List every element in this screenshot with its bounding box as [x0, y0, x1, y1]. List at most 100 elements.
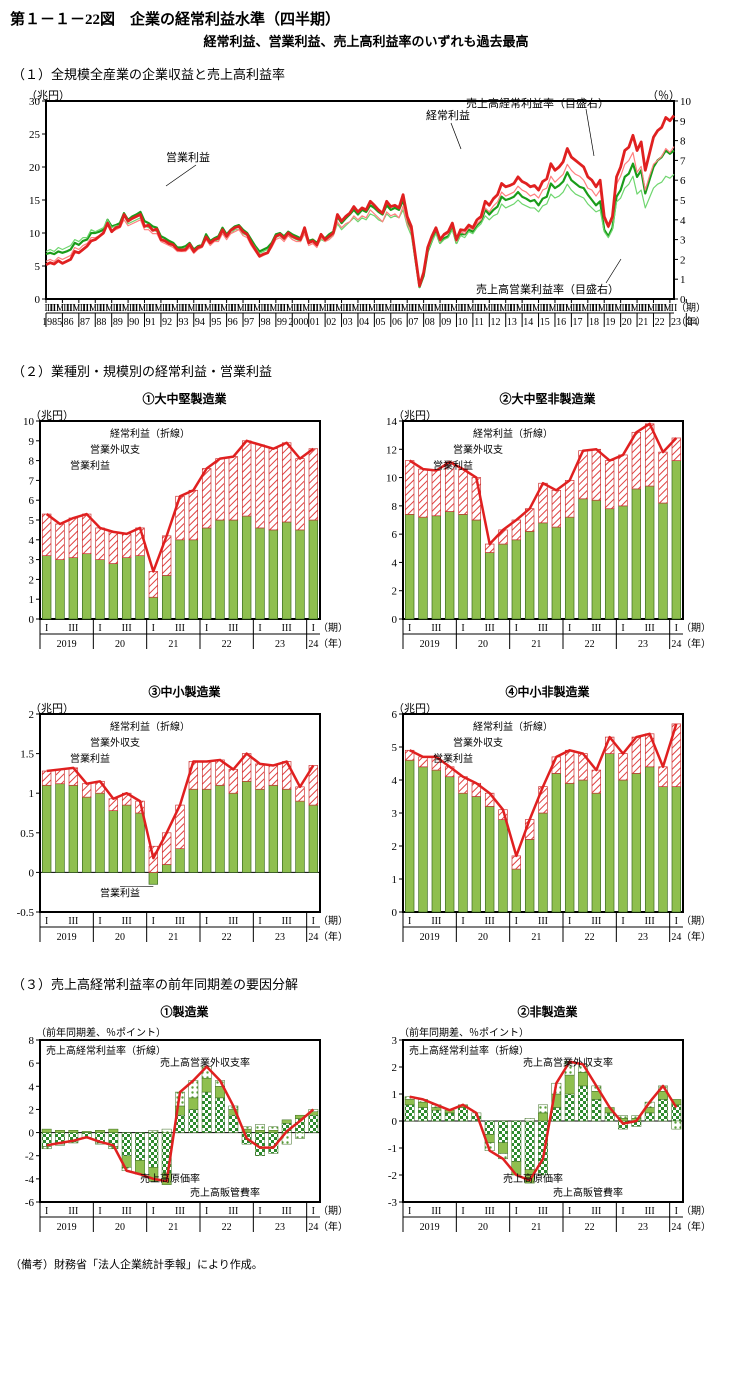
svg-text:20: 20	[29, 162, 41, 174]
svg-text:88: 88	[96, 317, 106, 328]
svg-text:1: 1	[29, 594, 35, 606]
svg-text:III: III	[538, 916, 548, 927]
chart-section1: 051015202530012345678910IIIIIIIV1985IIII…	[10, 87, 722, 347]
svg-text:III: III	[591, 1206, 601, 1217]
svg-text:I: I	[408, 916, 411, 927]
svg-text:III: III	[68, 1206, 78, 1217]
svg-text:-3: -3	[388, 1197, 398, 1209]
svg-text:21: 21	[638, 317, 648, 328]
svg-text:2019: 2019	[420, 932, 440, 943]
svg-text:7: 7	[29, 475, 35, 487]
svg-text:営業利益: 営業利益	[70, 459, 110, 472]
svg-text:24: 24	[671, 639, 681, 650]
svg-text:1985: 1985	[42, 317, 62, 328]
svg-text:89: 89	[113, 317, 123, 328]
svg-text:2000: 2000	[288, 317, 308, 328]
svg-text:97: 97	[244, 317, 254, 328]
svg-text:1: 1	[392, 1089, 398, 1101]
svg-text:I: I	[675, 1206, 678, 1217]
svg-text:18: 18	[589, 317, 599, 328]
svg-text:売上高営業外収支率: 売上高営業外収支率	[523, 1056, 613, 1069]
svg-text:（期）: （期）	[681, 915, 711, 927]
svg-text:（期）: （期）	[318, 622, 348, 634]
svg-text:I: I	[98, 623, 101, 634]
svg-text:売上高経常利益率（折線）: 売上高経常利益率（折線）	[46, 1044, 166, 1057]
svg-text:I: I	[152, 916, 155, 927]
chart-panel3-1: -6-4-202468（前年同期差、％ポイント）IIIIIIIIIIIIIIII…	[10, 1020, 359, 1250]
svg-text:23: 23	[275, 932, 285, 943]
svg-text:0: 0	[392, 907, 398, 919]
svg-text:05: 05	[376, 317, 386, 328]
svg-text:営業利益: 営業利益	[70, 752, 110, 765]
svg-text:（兆円）: （兆円）	[393, 702, 437, 715]
svg-text:III: III	[431, 916, 441, 927]
svg-text:8: 8	[29, 1035, 35, 1047]
svg-text:I: I	[205, 916, 208, 927]
svg-text:III: III	[122, 916, 132, 927]
svg-text:12: 12	[386, 444, 397, 456]
svg-text:91: 91	[146, 317, 156, 328]
svg-text:6: 6	[680, 175, 686, 187]
svg-text:19: 19	[605, 317, 615, 328]
chart-panel2-2: 02468101214（兆円）IIIIIIIIIIIIIIIIIIIII2019…	[373, 407, 722, 667]
svg-text:I: I	[258, 1206, 261, 1217]
svg-text:5: 5	[29, 515, 35, 527]
svg-text:売上高原価率: 売上高原価率	[140, 1172, 200, 1185]
svg-text:10: 10	[386, 473, 398, 485]
svg-text:21: 21	[531, 639, 541, 650]
svg-text:営業利益: 営業利益	[166, 150, 210, 164]
svg-text:営業利益: 営業利益	[100, 886, 140, 899]
svg-text:営業外収支: 営業外収支	[453, 736, 503, 749]
svg-text:（年）: （年）	[681, 637, 711, 650]
svg-text:99: 99	[277, 317, 287, 328]
svg-text:0: 0	[392, 1116, 398, 1128]
svg-text:I: I	[675, 916, 678, 927]
svg-text:3: 3	[392, 808, 398, 820]
svg-text:2: 2	[392, 1062, 398, 1074]
svg-text:（年）: （年）	[676, 315, 706, 328]
svg-text:I: I	[45, 916, 48, 927]
svg-text:I: I	[205, 1206, 208, 1217]
svg-text:20: 20	[115, 639, 125, 650]
svg-text:経常利益（折線）: 経常利益（折線）	[110, 427, 190, 440]
svg-text:06: 06	[392, 317, 402, 328]
svg-text:7: 7	[680, 155, 686, 167]
svg-text:4: 4	[29, 1081, 35, 1093]
svg-text:III: III	[645, 623, 655, 634]
svg-text:I: I	[568, 623, 571, 634]
svg-text:I: I	[568, 1206, 571, 1217]
svg-text:2019: 2019	[420, 1222, 440, 1233]
svg-text:23: 23	[638, 932, 648, 943]
svg-text:22: 22	[222, 932, 232, 943]
svg-text:I: I	[98, 916, 101, 927]
svg-text:2019: 2019	[57, 639, 77, 650]
svg-text:96: 96	[228, 317, 238, 328]
svg-text:24: 24	[308, 1222, 318, 1233]
svg-text:8: 8	[392, 501, 398, 513]
panel2-4-title: ④中小非製造業	[373, 683, 722, 700]
svg-text:92: 92	[162, 317, 172, 328]
figure-subtitle: 経常利益、営業利益、売上高利益率のいずれも過去最高	[10, 31, 722, 50]
svg-text:94: 94	[195, 317, 205, 328]
svg-text:経常利益（折線）: 経常利益（折線）	[473, 427, 553, 440]
svg-text:22: 22	[585, 1222, 595, 1233]
svg-text:I: I	[568, 916, 571, 927]
svg-text:93: 93	[179, 317, 189, 328]
svg-text:4: 4	[392, 775, 398, 787]
svg-text:（期）: （期）	[318, 915, 348, 927]
svg-text:15: 15	[540, 317, 550, 328]
svg-text:21: 21	[168, 639, 178, 650]
svg-text:0: 0	[29, 1128, 35, 1140]
svg-text:0: 0	[35, 294, 41, 306]
svg-text:14: 14	[523, 317, 533, 328]
panel3-2-title: ②非製造業	[373, 1003, 722, 1020]
svg-text:I: I	[312, 623, 315, 634]
svg-text:（年）: （年）	[681, 1220, 711, 1233]
svg-text:I: I	[621, 1206, 624, 1217]
svg-text:0.5: 0.5	[20, 828, 34, 840]
svg-text:9: 9	[29, 436, 35, 448]
svg-text:2019: 2019	[57, 932, 77, 943]
svg-text:11: 11	[474, 317, 484, 328]
svg-text:03: 03	[343, 317, 353, 328]
svg-text:III: III	[591, 623, 601, 634]
